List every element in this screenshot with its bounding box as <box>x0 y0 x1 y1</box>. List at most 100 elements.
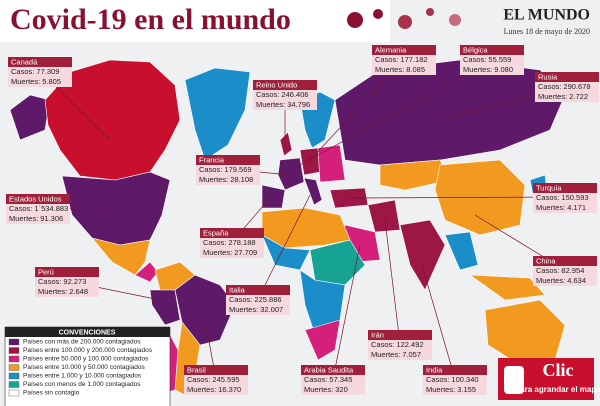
country-name: India <box>426 365 443 374</box>
legend-label: Países entre 50.000 y 100.000 contagiado… <box>23 356 149 363</box>
deaths: Muertes: 28.108 <box>199 175 253 184</box>
legend-label: Países entre 10.000 y 50.000 contagiados <box>23 364 146 371</box>
deaths: Muertes: 320 <box>304 385 348 394</box>
russia <box>334 59 566 166</box>
country-name: Estados Unidos <box>9 194 62 203</box>
virus-icon <box>347 12 363 28</box>
deaths: Muertes: 2.722 <box>538 92 588 101</box>
date: Lunes 18 de mayo de 2020 <box>504 27 590 36</box>
callout-header <box>301 365 365 375</box>
central-africa <box>309 239 366 286</box>
button[interactable]: Clic para agrandar el mapa <box>498 358 600 400</box>
cases: Casos: 245.595 <box>187 375 240 384</box>
deaths: Muertes: 34.796 <box>256 100 310 109</box>
india <box>399 219 446 291</box>
callout-header <box>6 194 70 204</box>
callout-body <box>423 375 487 395</box>
country-name: Brasil <box>187 365 206 374</box>
cases: Casos: 77.309 <box>11 67 59 76</box>
legend: CONVENCIONES Países con más de 200.000 co… <box>4 326 171 406</box>
leader-line <box>384 219 401 345</box>
deaths: Muertes: 32.007 <box>229 305 283 314</box>
virus-icon <box>449 14 461 26</box>
se-asia <box>444 231 479 271</box>
callout-header <box>200 228 264 238</box>
virus-icon <box>398 15 412 29</box>
greenland <box>184 67 251 161</box>
legend-label: Países entre 1.000 y 10.000 contagiados <box>23 373 142 380</box>
country-name: Reino Unido <box>256 80 297 89</box>
cases: Casos: 246.406 <box>256 90 309 99</box>
cases: Casos: 177.182 <box>375 55 428 64</box>
button-subtitle[interactable]: para agrandar el mapa <box>515 385 600 394</box>
cases: Casos: 290.678 <box>538 82 591 91</box>
callout-header <box>368 330 432 340</box>
leader-line <box>299 58 493 166</box>
leader-line <box>332 244 361 380</box>
callout-body <box>200 238 264 258</box>
mexico <box>91 237 151 276</box>
legend-bg <box>4 326 171 406</box>
australia <box>484 299 566 363</box>
callout-header <box>253 80 317 90</box>
title: Covid-19 en el mundo <box>10 3 291 36</box>
deaths: Muertes: 9.080 <box>463 65 513 74</box>
country-name: Canadá <box>11 57 38 66</box>
cases: Casos: 82.954 <box>536 266 584 275</box>
callout-body <box>460 55 524 75</box>
legend-label: Países con más de 200.000 contagiados <box>23 339 141 346</box>
legend-swatch <box>8 364 20 371</box>
cases: Casos: 225.886 <box>229 295 282 304</box>
callout-header <box>226 285 290 295</box>
east-europe <box>317 144 346 183</box>
hand-icon <box>504 366 524 394</box>
title-bg <box>0 0 390 42</box>
country-name: España <box>203 228 229 237</box>
country-name: Italia <box>229 285 246 294</box>
legend-swatch <box>8 381 20 388</box>
callout-body <box>533 266 597 286</box>
virus-icon <box>373 9 383 19</box>
callout-header <box>423 365 487 375</box>
button-title[interactable]: Clic <box>543 360 574 380</box>
country-name: Arabia Saudita <box>304 365 354 374</box>
legend-label: Países sin contagio <box>23 390 80 397</box>
deaths: Muertes: 2.648 <box>38 287 88 296</box>
map <box>9 59 566 396</box>
callout-body <box>6 204 70 224</box>
title-block: Covid-19 en el mundo EL MUNDO Lunes 18 d… <box>0 0 590 42</box>
country-name: Irán <box>371 330 384 339</box>
country-name: China <box>536 256 556 265</box>
callout-body <box>8 67 72 87</box>
west-africa <box>261 234 311 271</box>
alaska <box>9 94 51 141</box>
france <box>277 157 305 191</box>
south-africa <box>304 319 341 361</box>
legend-swatch <box>8 389 20 397</box>
country-name: Alemania <box>375 45 407 54</box>
callout-body <box>372 55 436 75</box>
legend-swatch <box>8 338 20 346</box>
cases: Casos: 278.188 <box>203 238 256 247</box>
legend-swatch <box>8 355 20 363</box>
leader-line <box>309 58 405 161</box>
spain <box>261 184 286 209</box>
cases: Casos: 122.492 <box>371 340 424 349</box>
deaths: Muertes: 8.085 <box>375 65 425 74</box>
deaths: Muertes: 91.306 <box>9 214 63 223</box>
